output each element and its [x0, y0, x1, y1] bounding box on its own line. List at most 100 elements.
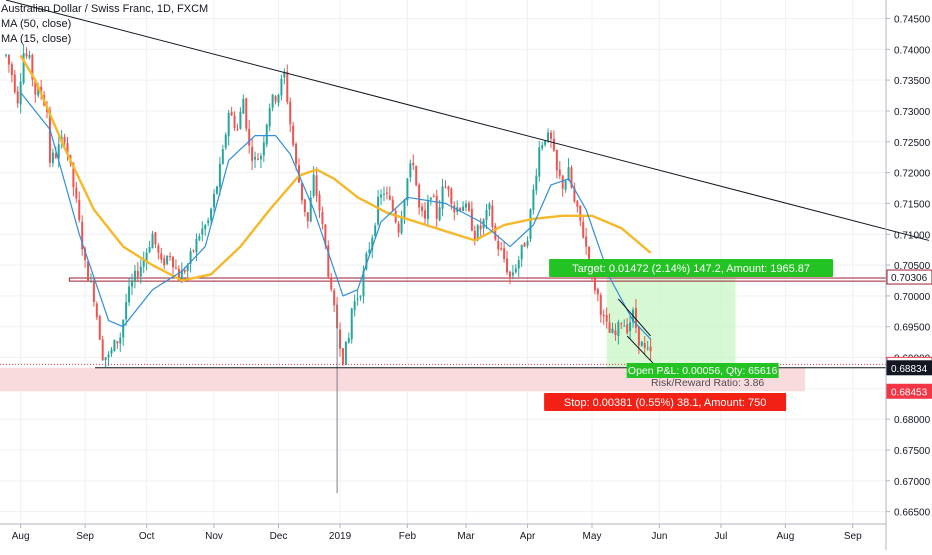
candle	[403, 198, 406, 225]
candle-body	[116, 341, 119, 344]
candle	[119, 332, 122, 352]
candle	[339, 322, 342, 357]
candle	[245, 97, 248, 132]
candle	[344, 341, 347, 366]
candle-body	[453, 205, 456, 213]
candle-body	[459, 208, 462, 211]
candle-body	[122, 320, 125, 338]
candle	[549, 130, 552, 148]
candle-body	[330, 278, 333, 290]
candle	[13, 69, 16, 95]
candle	[599, 292, 602, 323]
candle-body	[450, 188, 453, 205]
candle-body	[388, 195, 391, 200]
target-label-bg	[549, 259, 834, 278]
candle-body	[429, 197, 432, 200]
price-label: 0.70306	[886, 269, 932, 285]
y-tick-label: 0.70000	[894, 292, 931, 303]
candle-body	[371, 237, 374, 250]
candle	[303, 199, 306, 217]
candle-body	[139, 266, 142, 277]
candle-body	[623, 325, 626, 327]
candle-body	[637, 326, 640, 346]
candle-body	[626, 324, 629, 333]
candle	[75, 182, 78, 203]
candle	[236, 123, 239, 132]
x-tick-label: Sep	[844, 531, 862, 542]
candle-body	[491, 205, 494, 228]
candle	[92, 278, 95, 307]
candle-body	[72, 163, 75, 188]
candle	[511, 264, 514, 280]
candle-body	[465, 203, 468, 208]
candle	[614, 323, 617, 341]
candle	[207, 217, 210, 227]
candle-body	[617, 321, 620, 337]
candle-body	[142, 259, 145, 267]
candle	[517, 255, 520, 278]
candle-body	[538, 147, 541, 177]
candle	[130, 273, 133, 295]
candle-body	[532, 189, 535, 210]
candle-body	[177, 268, 180, 282]
candle-body	[634, 307, 637, 328]
candle-body	[189, 251, 192, 264]
candle-body	[403, 199, 406, 219]
candle-body	[564, 180, 567, 190]
candle-body	[125, 302, 128, 320]
candle	[192, 249, 195, 253]
candle	[520, 244, 523, 267]
candle	[421, 203, 424, 217]
candle-body	[192, 250, 195, 252]
candle-body	[547, 132, 550, 142]
candle-body	[265, 124, 268, 145]
candle-body	[400, 217, 403, 234]
candle	[160, 247, 163, 264]
candle	[573, 182, 576, 204]
candle-body	[151, 233, 154, 249]
candle-body	[511, 272, 514, 276]
candle-body	[75, 187, 78, 199]
candle	[31, 53, 34, 87]
candle	[523, 241, 526, 247]
x-tick-label: Mar	[457, 531, 475, 542]
y-tick-label: 0.67000	[894, 477, 931, 488]
candle-body	[339, 329, 342, 349]
x-tick-label: Apr	[520, 531, 536, 542]
candle	[368, 241, 371, 257]
y-tick-label: 0.71000	[894, 230, 931, 241]
candle-body	[327, 245, 330, 277]
candle-body	[254, 156, 257, 160]
candle-body	[374, 225, 377, 236]
candle-body	[274, 96, 277, 102]
candle	[441, 178, 444, 217]
candle	[467, 200, 470, 213]
candle	[110, 347, 113, 357]
y-tick-label: 0.74000	[894, 45, 931, 56]
candle	[227, 109, 230, 146]
candle	[541, 141, 544, 151]
y-tick-label: 0.73500	[894, 76, 931, 87]
candle-body	[570, 167, 573, 188]
y-tick-label: 0.68000	[894, 415, 931, 426]
candle-body	[233, 115, 236, 128]
candle	[274, 94, 277, 105]
price-label-bg	[886, 269, 932, 285]
candle-body	[415, 166, 418, 186]
candle	[623, 319, 626, 327]
candle	[453, 201, 456, 221]
y-tick-label: 0.71500	[894, 199, 931, 210]
candle-body	[552, 138, 555, 151]
candle-body	[646, 347, 649, 349]
candle-body	[312, 174, 315, 196]
candle-body	[227, 112, 230, 137]
candle-body	[397, 223, 400, 233]
candle	[166, 255, 169, 266]
candle-body	[359, 296, 362, 298]
candle-body	[245, 98, 248, 129]
candle-body	[602, 314, 605, 317]
candle	[213, 189, 216, 213]
candle	[300, 182, 303, 205]
